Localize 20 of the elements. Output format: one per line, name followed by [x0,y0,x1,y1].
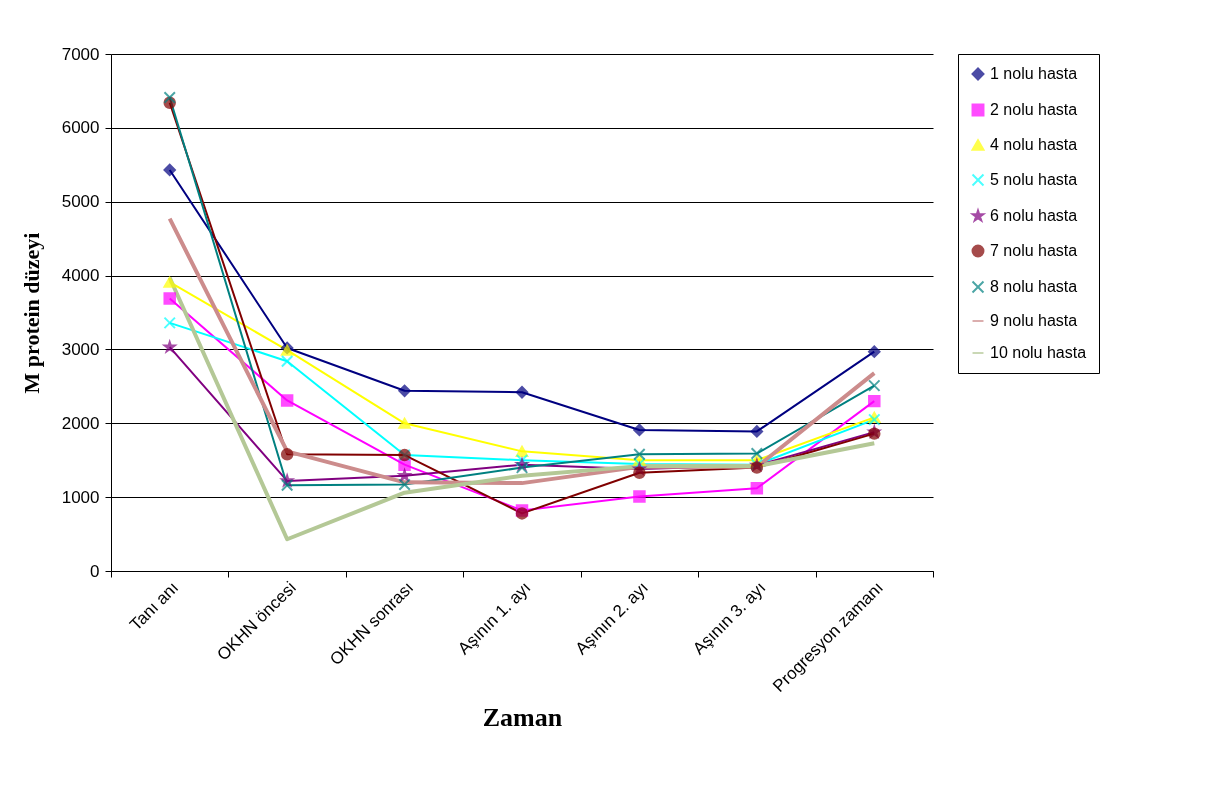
y-axis-title: M protein düzeyi [18,232,44,394]
y-tick-label: 2000 [61,413,100,433]
legend-label: 7 nolu hasta [990,242,1078,259]
legend-label: 5 nolu hasta [990,171,1078,188]
legend-label: 2 nolu hasta [990,101,1078,118]
y-tick-label: 1000 [61,487,100,507]
y-tick-label: 6000 [61,118,100,138]
legend-label: 10 nolu hasta [990,344,1087,361]
y-tick-label: 5000 [61,192,100,212]
legend-label: 8 nolu hasta [990,278,1078,295]
legend-label: 4 nolu hasta [990,136,1078,153]
y-tick-label: 7000 [61,44,100,64]
legend-label: 1 nolu hasta [990,65,1078,82]
y-tick-label: 4000 [61,266,100,286]
x-tick-label: Tanı anı [126,578,183,635]
legend-label: 6 nolu hasta [990,207,1078,224]
y-tick-label: 0 [90,561,100,581]
legend-label: 9 nolu hasta [990,312,1078,329]
y-tick-label: 3000 [61,339,100,359]
x-axis-title: Zaman [482,703,563,733]
